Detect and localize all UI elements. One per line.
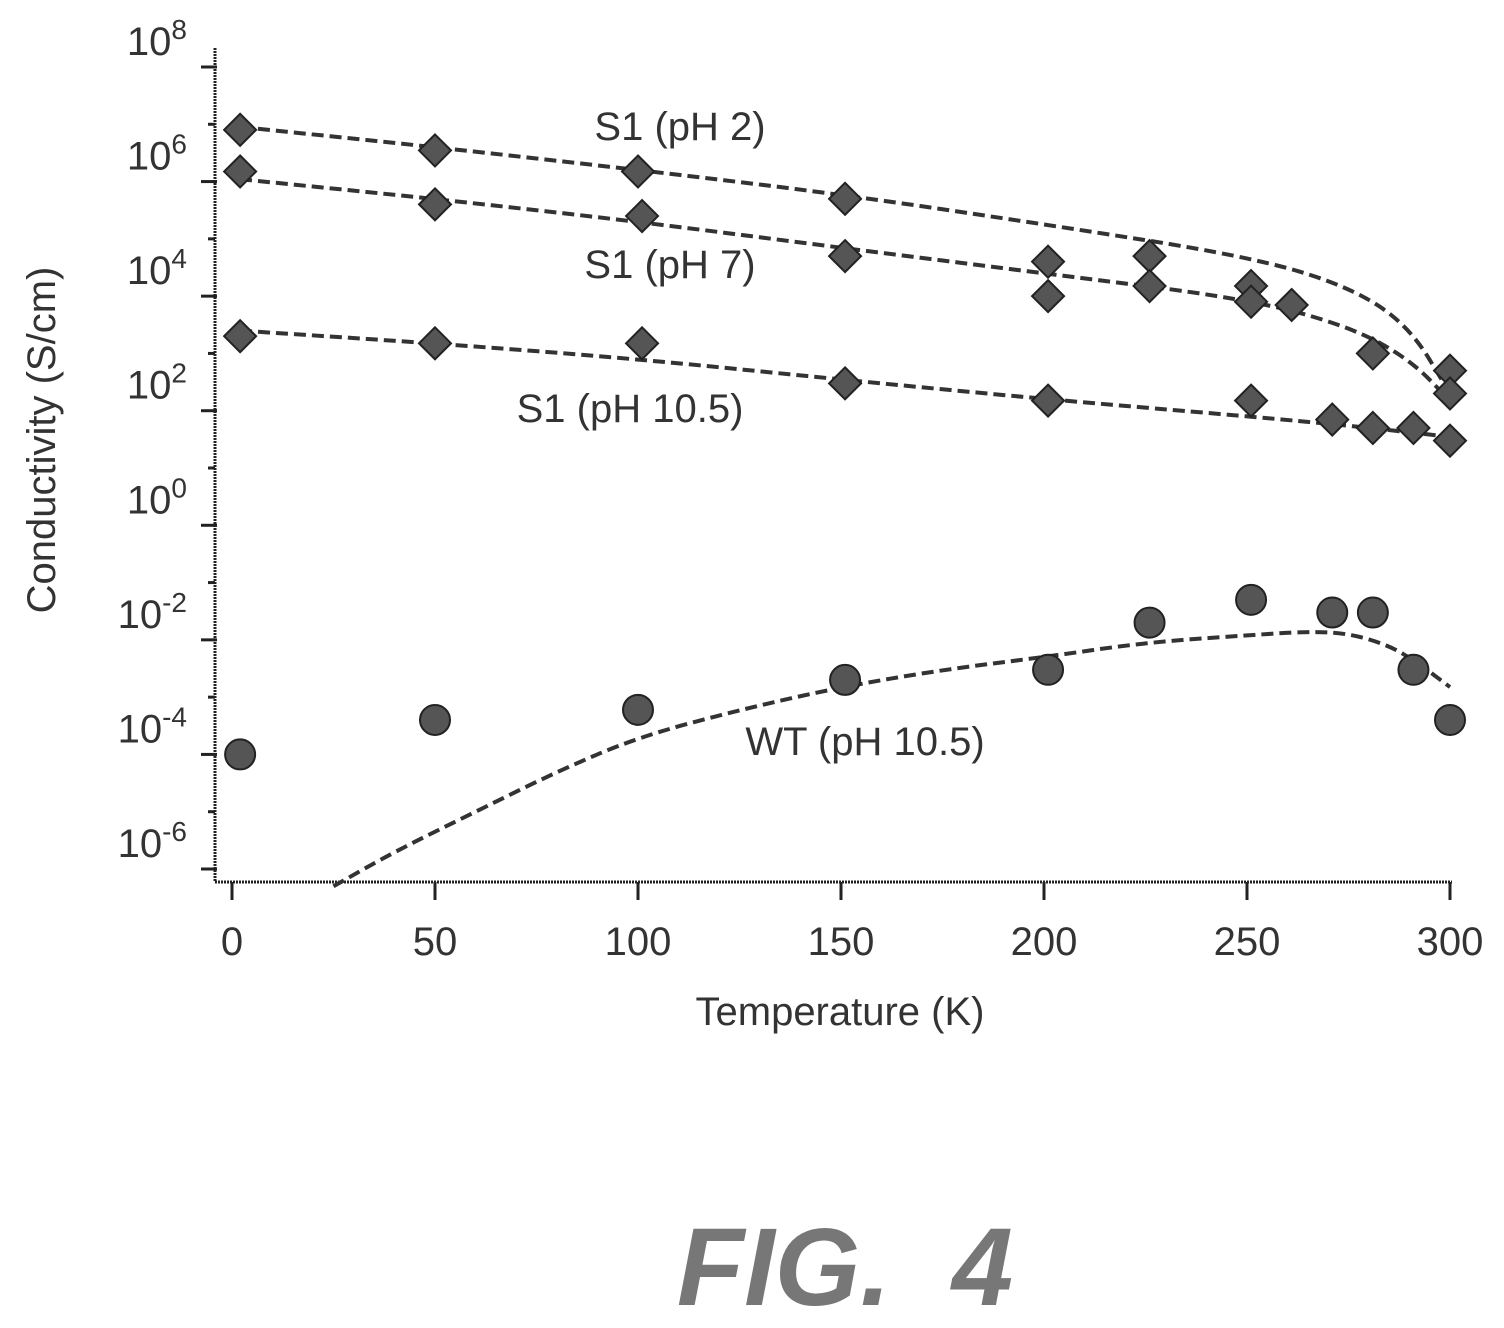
data-point-diamond	[222, 112, 258, 148]
data-point-diamond	[624, 198, 660, 234]
data-point-diamond	[1274, 287, 1310, 323]
y-tick-label: 10-4	[118, 701, 187, 751]
data-point-diamond	[1132, 238, 1167, 274]
x-tick-label: 150	[808, 920, 875, 964]
data-point-circle	[622, 693, 654, 726]
data-point-circle	[1133, 606, 1166, 639]
data-point-diamond	[222, 318, 258, 354]
data-point-circle	[1235, 583, 1268, 616]
series-label: WT (pH 10.5)	[745, 720, 984, 764]
fit-line	[332, 630, 1452, 888]
data-point-diamond	[827, 365, 863, 401]
y-tick-label: 104	[127, 243, 187, 293]
x-axis-title: Temperature (K)	[696, 990, 985, 1034]
data-point-diamond	[1030, 383, 1066, 419]
data-point-diamond	[1030, 244, 1066, 280]
x-tick-label: 100	[605, 920, 672, 964]
data-point-diamond	[1030, 278, 1066, 314]
series-label: S1 (pH 10.5)	[517, 387, 744, 431]
data-point-circle	[1397, 653, 1430, 686]
data-point-diamond	[1355, 410, 1391, 446]
figure-label: FIG. 4	[677, 1206, 1013, 1328]
y-tick-label: 10-2	[118, 587, 187, 637]
data-point-diamond	[1432, 423, 1468, 459]
data-point-circle	[1434, 703, 1466, 736]
data-point-diamond	[222, 154, 258, 189]
data-point-diamond	[1132, 268, 1167, 304]
x-tick-label: 200	[1011, 920, 1078, 964]
data-point-circle	[1356, 596, 1389, 629]
y-axis-title: Conductivity (S/cm)	[20, 267, 64, 614]
data-point-circle	[419, 703, 451, 736]
y-tick-label: 106	[127, 129, 187, 179]
data-point-diamond	[827, 181, 863, 217]
series-label: S1 (pH 2)	[594, 105, 765, 149]
x-tick-label: 50	[413, 920, 458, 964]
data-point-diamond	[417, 325, 453, 361]
axes: 10-6 10-4 10-2 100 102 104 106 108 0 50 100 150 200 2…	[118, 14, 1484, 964]
y-tick-label: 100	[127, 472, 187, 522]
series-labels: S1 (pH 2) S1 (pH 7) S1 (pH 10.5) WT (pH 10.…	[517, 105, 985, 764]
data-point-circle	[1032, 653, 1065, 686]
data-point-circle	[1316, 596, 1349, 629]
data-point-circle	[224, 738, 257, 771]
data-point-diamond	[1355, 336, 1391, 371]
y-tick-label: 10-6	[118, 816, 187, 866]
x-tick-label: 250	[1214, 920, 1281, 964]
data-point-diamond	[1432, 376, 1468, 411]
data-point-circle	[829, 663, 862, 696]
x-tick-label: 300	[1417, 920, 1484, 964]
x-tick-label: 0	[221, 920, 243, 964]
data-point-diamond	[1233, 284, 1269, 320]
data-markers	[222, 112, 1468, 771]
series-label: S1 (pH 7)	[584, 243, 755, 287]
data-point-diamond	[620, 154, 656, 189]
data-point-diamond	[1396, 410, 1431, 446]
data-point-diamond	[624, 325, 660, 361]
data-point-diamond	[1233, 383, 1269, 419]
data-point-diamond	[417, 132, 453, 168]
y-tick-label: 108	[127, 14, 187, 64]
y-tick-label: 102	[127, 358, 187, 408]
data-point-diamond	[1314, 402, 1350, 438]
data-point-diamond	[417, 186, 453, 222]
data-point-diamond	[827, 238, 863, 274]
